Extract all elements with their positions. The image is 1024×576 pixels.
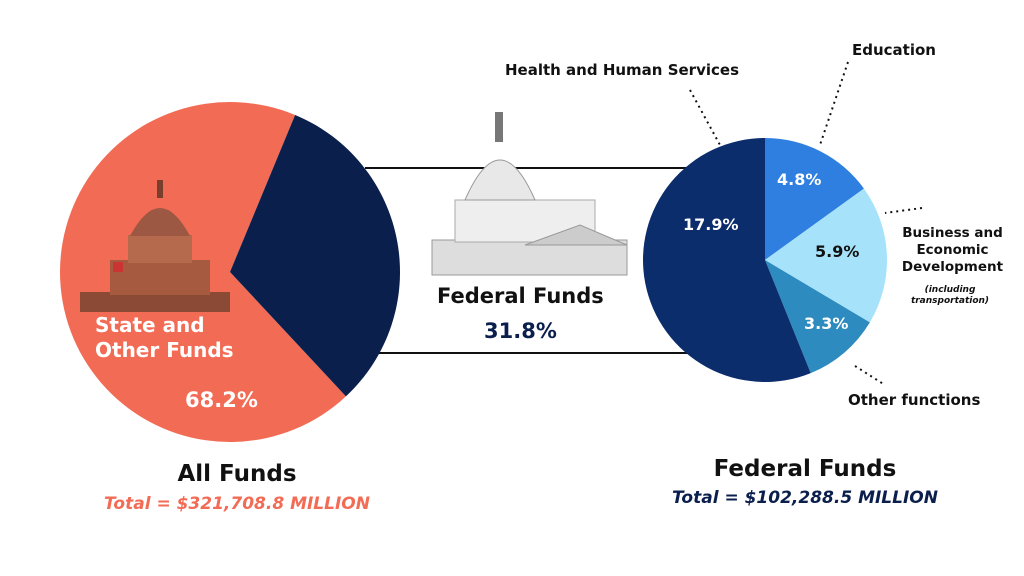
texas-capitol: [80, 180, 230, 312]
pie-slice: [765, 138, 864, 260]
category-label: Business and Economic Development: [901, 225, 1004, 275]
category-label: Federal Funds: [437, 284, 604, 308]
leader-line: [689, 89, 721, 146]
leader-line: [854, 365, 886, 386]
category-label: Other functions: [848, 391, 981, 409]
leader-line: [819, 61, 849, 146]
value-label: 5.9%: [815, 242, 860, 261]
value-label: 3.3%: [804, 314, 849, 333]
annotation: (including transportation): [910, 285, 990, 307]
chart-title: All Funds: [177, 461, 297, 487]
category-label: State and Other Funds: [95, 313, 234, 362]
leader-line: [884, 207, 923, 214]
leaders: [689, 61, 923, 386]
value-label: 31.8%: [484, 319, 557, 343]
chart-subtitle: Total = $321,708.8 MILLION: [104, 494, 370, 514]
us-capitol: [431, 112, 628, 276]
pie-slice: [765, 188, 887, 323]
pie-slice: [230, 114, 401, 397]
category-label: Health and Human Services: [505, 61, 739, 79]
pie-slice: [765, 260, 870, 374]
category-label: Education: [852, 41, 936, 59]
value-label: 17.9%: [683, 215, 739, 234]
pie-slice: [642, 138, 811, 382]
chart-title: Federal Funds: [713, 456, 897, 482]
value-label: 4.8%: [777, 170, 822, 189]
chart-subtitle: Total = $102,288.5 MILLION: [672, 488, 938, 508]
value-label: 68.2%: [185, 388, 258, 412]
